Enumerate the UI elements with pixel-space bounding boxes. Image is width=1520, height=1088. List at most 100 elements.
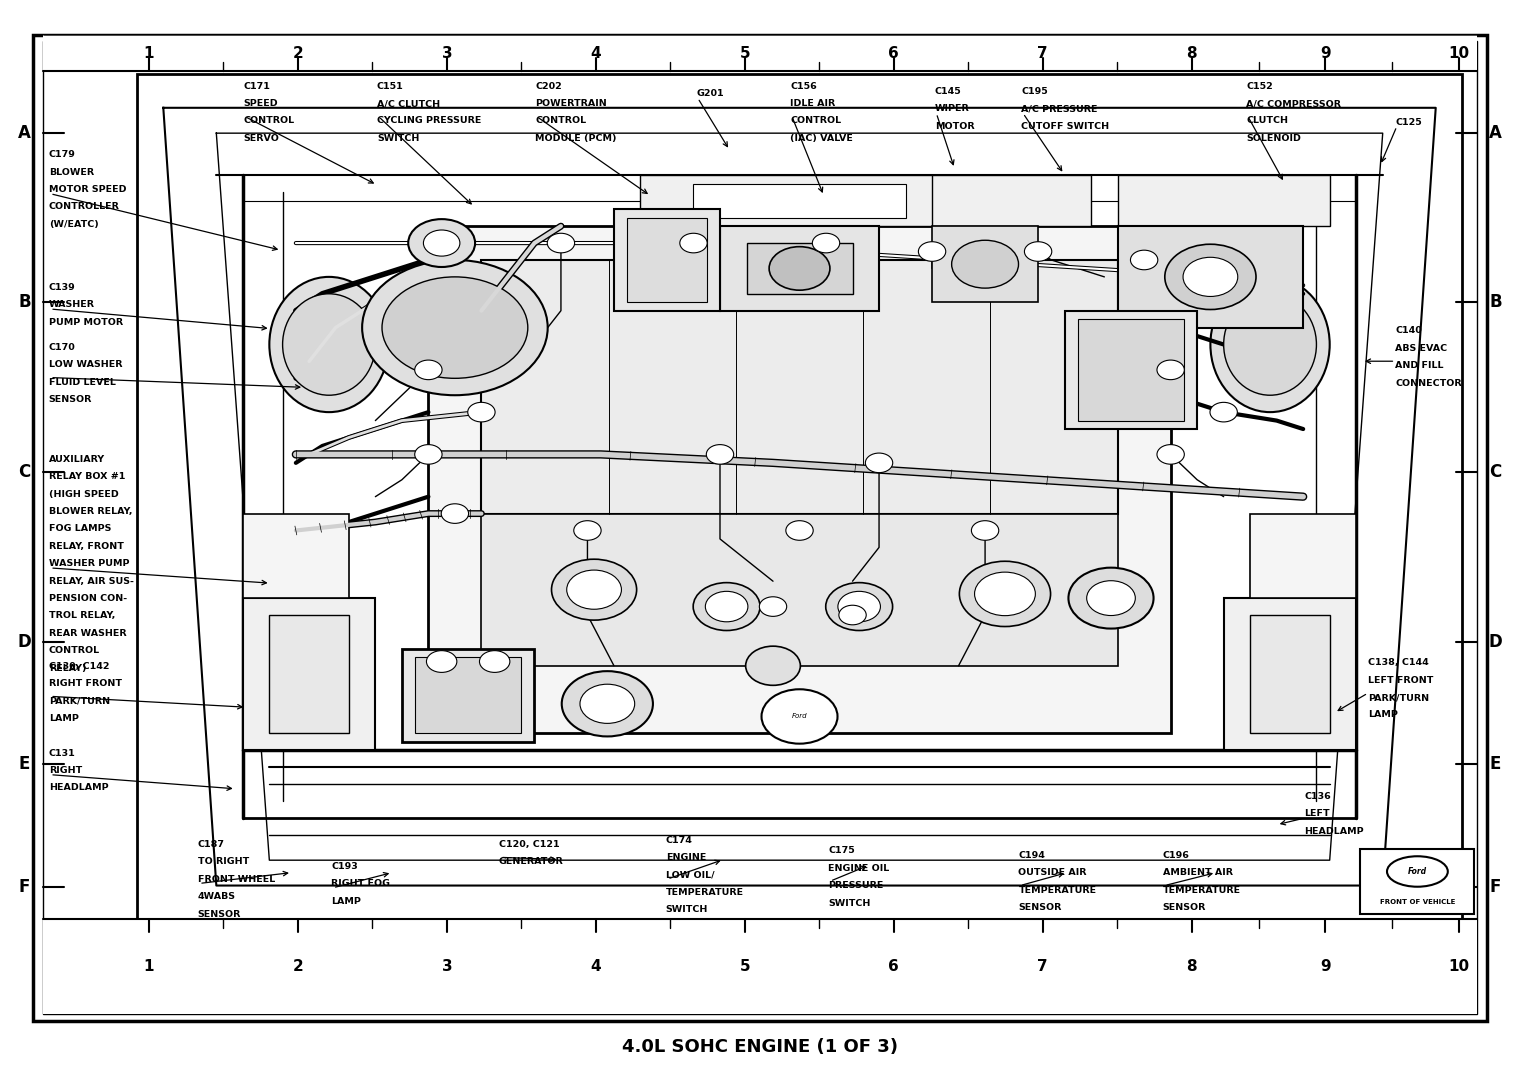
Ellipse shape [1224,294,1316,395]
Bar [43,35,1477,71]
Circle shape [762,690,838,744]
Text: D: D [1488,633,1503,651]
Text: C174: C174 [666,836,693,844]
Circle shape [839,605,866,625]
Text: RELAY, AIR SUS-: RELAY, AIR SUS- [49,577,134,585]
Text: SENSOR: SENSOR [1163,903,1207,912]
Text: TO RIGHT: TO RIGHT [198,857,249,866]
Circle shape [825,583,892,631]
Text: CONTROL: CONTROL [535,116,587,125]
Circle shape [409,219,476,267]
Text: PARK/TURN: PARK/TURN [1368,693,1429,702]
Text: C131: C131 [49,749,76,757]
Circle shape [1024,242,1052,261]
Text: CONNECTOR: CONNECTOR [1395,379,1462,387]
Text: LOW OIL/: LOW OIL/ [666,870,714,879]
Text: HEADLAMP: HEADLAMP [1304,827,1363,836]
Ellipse shape [1210,276,1330,412]
Circle shape [562,671,654,737]
Text: A/C PRESSURE: A/C PRESSURE [1021,104,1097,113]
Bar [932,226,1038,302]
Circle shape [567,570,622,609]
Bar [401,648,535,742]
Text: 2: 2 [292,959,304,974]
Bar [43,41,1477,1014]
Bar [429,226,1170,733]
Text: C: C [18,463,30,481]
Text: C151: C151 [377,82,404,90]
Text: FLUID LEVEL: FLUID LEVEL [49,378,116,386]
Circle shape [573,521,600,541]
Text: SWITCH: SWITCH [828,899,871,907]
Circle shape [581,684,635,724]
Text: SENSOR: SENSOR [198,910,242,918]
Text: SERVO: SERVO [243,134,280,143]
Text: SENSOR: SENSOR [1018,903,1062,912]
Text: CONTROL: CONTROL [49,646,100,655]
Text: OUTSIDE AIR: OUTSIDE AIR [1018,868,1087,877]
Bar [614,209,720,311]
Circle shape [746,646,801,685]
Text: TEMPERATURE: TEMPERATURE [1018,886,1096,894]
Text: RELAY): RELAY) [49,664,87,672]
Circle shape [412,695,473,739]
Text: C195: C195 [1021,87,1049,96]
Text: RELAY BOX #1: RELAY BOX #1 [49,472,125,481]
Ellipse shape [283,294,375,395]
Text: RIGHT: RIGHT [49,766,82,775]
Text: SENSOR: SENSOR [49,395,93,404]
Text: CLUTCH: CLUTCH [1246,116,1289,125]
Text: CYCLING PRESSURE: CYCLING PRESSURE [377,116,482,125]
Circle shape [1069,568,1154,629]
Text: 5: 5 [740,46,749,61]
Text: LAMP: LAMP [49,714,79,722]
Text: C152: C152 [1246,82,1274,90]
Text: 1: 1 [144,46,154,61]
Bar [1249,615,1330,733]
Text: C193: C193 [331,862,359,870]
Bar [1078,319,1184,421]
Bar [243,514,350,598]
Text: 2: 2 [292,46,304,61]
Text: AND FILL: AND FILL [1395,361,1444,370]
Text: SWITCH: SWITCH [666,905,708,914]
Text: C140: C140 [1395,326,1423,335]
Text: ABS EVAC: ABS EVAC [1395,344,1447,353]
Text: SWITCH: SWITCH [377,134,420,143]
Text: 10: 10 [1449,46,1470,61]
Text: SOLENOID: SOLENOID [1246,134,1301,143]
Text: ENGINE: ENGINE [666,853,707,862]
Text: CONTROL: CONTROL [243,116,295,125]
Bar [243,598,375,751]
Text: 10: 10 [1449,959,1470,974]
Circle shape [1164,244,1256,309]
Bar [482,514,1117,666]
Text: 5: 5 [740,959,749,974]
Bar [482,260,1117,514]
Text: 7: 7 [1038,46,1047,61]
Bar [628,218,707,302]
Text: 1: 1 [144,959,154,974]
Circle shape [952,240,1018,288]
Text: LEFT: LEFT [1304,809,1330,818]
Text: 4.0L SOHC ENGINE (1 OF 3): 4.0L SOHC ENGINE (1 OF 3) [622,1038,898,1055]
Bar [746,243,853,294]
Text: C125: C125 [1395,118,1423,126]
Text: IDLE AIR: IDLE AIR [790,99,836,108]
Circle shape [707,445,734,465]
Text: FRONT OF VEHICLE: FRONT OF VEHICLE [1380,899,1455,905]
Circle shape [1131,250,1158,270]
Circle shape [760,597,787,617]
Text: LAMP: LAMP [1368,710,1398,719]
Text: B: B [1490,294,1502,311]
Bar [693,184,906,218]
Text: RIGHT FOG: RIGHT FOG [331,879,391,888]
Bar [1249,514,1356,598]
Text: C175: C175 [828,846,856,855]
Circle shape [1157,445,1184,465]
Text: (IAC) VALVE: (IAC) VALVE [790,134,853,143]
Text: D: D [17,633,32,651]
Circle shape [1183,257,1237,296]
Text: 4WABS: 4WABS [198,892,236,901]
Text: 8: 8 [1187,959,1196,974]
